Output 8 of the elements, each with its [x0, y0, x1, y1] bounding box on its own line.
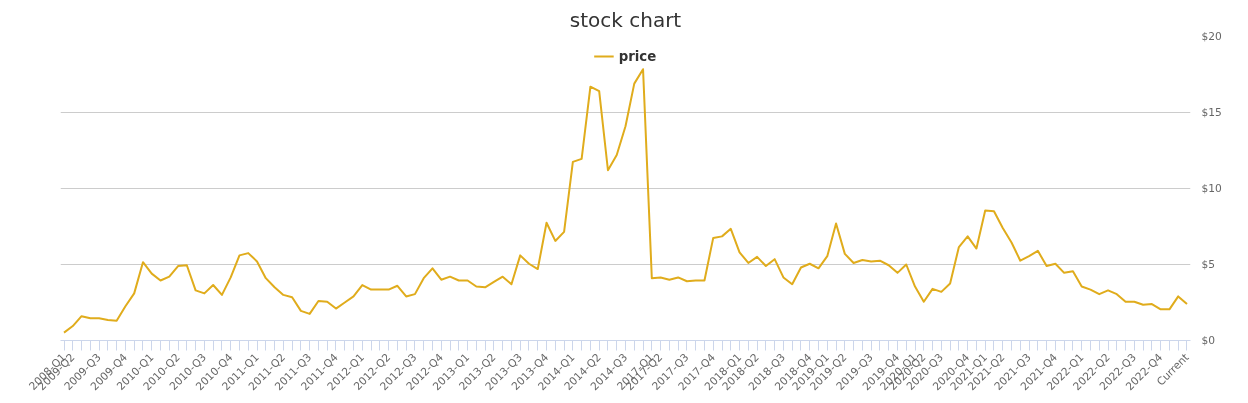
y-tick-label: $20: [1201, 30, 1223, 43]
y-tick-label: $5: [1201, 258, 1216, 271]
y-tick-label: $0: [1201, 334, 1216, 347]
line-series: [63, 68, 1188, 334]
legend-label: price: [618, 48, 657, 64]
chart-title: stock chart: [569, 7, 682, 32]
y-tick-label: $15: [1201, 106, 1222, 119]
y-tick-label: $10: [1201, 182, 1223, 195]
